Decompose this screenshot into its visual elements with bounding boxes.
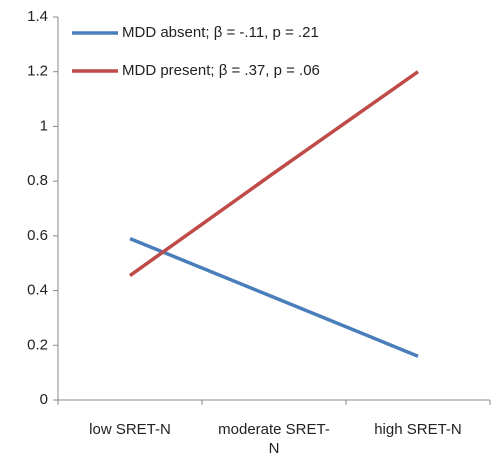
y-tick-label: 0.4 bbox=[27, 282, 48, 299]
legend-label: MDD absent; β = -.11, p = .21 bbox=[122, 24, 319, 41]
series-line bbox=[128, 70, 420, 277]
y-tick-label: 0.2 bbox=[27, 336, 48, 353]
y-tick-label: 0 bbox=[40, 391, 48, 408]
y-tick-label: 1 bbox=[40, 117, 48, 134]
y-tick-label: 1.4 bbox=[27, 8, 48, 25]
x-tick-label: moderate SRET-N bbox=[218, 421, 330, 457]
legend-label: MDD present; β = .37, p = .06 bbox=[122, 62, 320, 79]
x-tick-label: high SRET-N bbox=[374, 421, 462, 438]
y-tick-label: 0.8 bbox=[27, 172, 48, 189]
y-tick-label: 1.2 bbox=[27, 63, 48, 80]
x-tick-label: low SRET-N bbox=[89, 421, 171, 438]
series-line bbox=[129, 236, 419, 358]
y-tick-label: 0.6 bbox=[27, 227, 48, 244]
